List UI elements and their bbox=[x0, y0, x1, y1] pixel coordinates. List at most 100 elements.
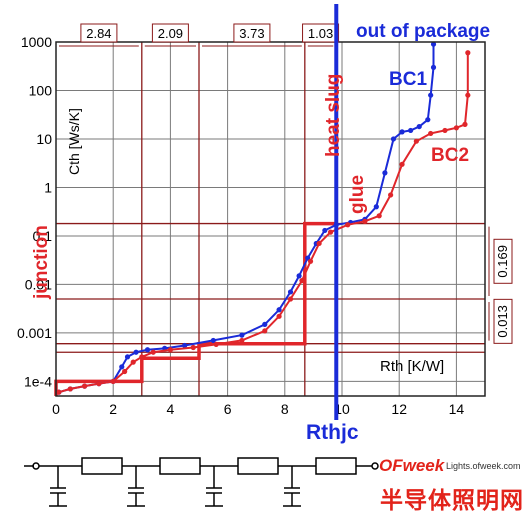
series-BC1-point bbox=[425, 117, 431, 123]
y-tick-label: 0.01 bbox=[25, 276, 52, 292]
x-axis-label: Rth [K/W] bbox=[380, 358, 444, 375]
series-BC1-point bbox=[287, 289, 294, 295]
series-BC1-point bbox=[296, 273, 302, 279]
segment-box-x bbox=[233, 23, 271, 43]
series-BC2-point bbox=[465, 50, 471, 56]
segment-label-boxes: 2.84 2.09 3.73 1.03 0.169 0.013 bbox=[59, 23, 513, 344]
segment-box-x bbox=[302, 23, 340, 43]
series-BC2-point bbox=[345, 222, 351, 228]
series-BC2-point bbox=[167, 347, 173, 353]
plot-frame bbox=[55, 41, 486, 397]
annotation-bc1: BC1 bbox=[389, 69, 427, 90]
series-BC1-point bbox=[430, 41, 437, 47]
series-BC2-point bbox=[453, 125, 459, 131]
annotation-glue: glue bbox=[347, 175, 368, 214]
series-BC1-point bbox=[239, 332, 245, 338]
series-BC2-point bbox=[213, 341, 219, 347]
x-tick-label: 14 bbox=[449, 401, 465, 417]
circuit-terminal bbox=[371, 462, 379, 470]
series-BC1-point bbox=[276, 307, 282, 313]
series-BC2-point bbox=[465, 92, 471, 98]
y-tick-label: 0.001 bbox=[17, 325, 52, 341]
series-BC2-point bbox=[130, 359, 136, 365]
x-tick-label: 8 bbox=[281, 401, 289, 417]
x-tick-label: 2 bbox=[109, 401, 117, 417]
segment-box-x bbox=[80, 23, 118, 43]
series-BC2-point bbox=[239, 337, 245, 344]
series-BC2-point bbox=[110, 378, 116, 385]
rthjc-label: Rthjc bbox=[306, 421, 359, 444]
series-BC2-point bbox=[96, 381, 102, 387]
segment-label-x: 3.73 bbox=[239, 26, 264, 41]
annotation-heat-slug: heat slug bbox=[323, 74, 344, 157]
series-BC1-point bbox=[428, 92, 434, 98]
series-BC2-point bbox=[388, 192, 394, 198]
y-tick-labels: 1e-4 0.001 0.01 0.1 1 10 100 1000 bbox=[17, 34, 52, 389]
series-BC2-point bbox=[287, 296, 294, 302]
watermark-brand: OFweek bbox=[379, 456, 445, 475]
segment-label-x: 2.09 bbox=[158, 26, 183, 41]
series-BC2-point bbox=[442, 127, 448, 134]
series-BC1-point bbox=[124, 354, 131, 360]
series-BC2-point bbox=[327, 229, 334, 235]
segment-label-y: 0.169 bbox=[495, 245, 510, 278]
series-BC2-point bbox=[307, 258, 314, 264]
y-tick-label: 1e-4 bbox=[24, 373, 52, 389]
series-BC2-point bbox=[399, 161, 405, 167]
series-BC1-point bbox=[399, 129, 405, 135]
watermark-cn-title: 半导体照明网 bbox=[380, 488, 524, 514]
series-BC1-point bbox=[408, 127, 414, 134]
series-BC1-point bbox=[416, 123, 422, 130]
segment-box-x bbox=[151, 23, 189, 43]
series-BC2-point bbox=[428, 130, 434, 137]
rc-ladder-circuit bbox=[24, 457, 379, 507]
series-BC2-point bbox=[56, 389, 62, 395]
annotation-out-of-package: out of package bbox=[356, 21, 490, 42]
series-BC2-point bbox=[82, 383, 88, 389]
series-BC2-point bbox=[139, 354, 145, 360]
segment-label-x: 1.03 bbox=[308, 26, 333, 41]
series-BC2-point bbox=[376, 213, 382, 219]
series-BC1-point bbox=[133, 349, 139, 355]
series-BC1-point bbox=[373, 204, 379, 210]
x-tick-label: 0 bbox=[52, 401, 60, 417]
series-BC2-point bbox=[276, 313, 282, 319]
series-BC1-point bbox=[182, 342, 188, 349]
x-tick-label: 6 bbox=[224, 401, 232, 417]
series-BC1-point bbox=[430, 64, 437, 70]
series-BC1-point bbox=[262, 321, 268, 327]
annotation-bc2: BC2 bbox=[431, 145, 469, 166]
x-tick-label: 12 bbox=[391, 401, 407, 417]
y-tick-label: 100 bbox=[29, 82, 53, 98]
y-tick-label: 1 bbox=[44, 179, 52, 195]
series-BC2-point bbox=[150, 349, 156, 355]
y-axis-label: Cth [Ws/K] bbox=[66, 108, 82, 175]
y-tick-label: 10 bbox=[36, 131, 52, 147]
series-BC2-point bbox=[67, 386, 73, 392]
annotation-junction: junction bbox=[31, 225, 52, 300]
series-BC1-point bbox=[144, 347, 151, 353]
series-BC2-point bbox=[190, 344, 196, 351]
series-BC2-point bbox=[262, 328, 268, 334]
series-BC1-point bbox=[322, 227, 328, 234]
series-BC2-point bbox=[122, 368, 128, 375]
series-BC2-point bbox=[299, 277, 305, 284]
series-BC1-point bbox=[210, 337, 216, 344]
y-tick-label: 0.1 bbox=[33, 228, 53, 244]
series-BC2-point bbox=[413, 138, 419, 144]
series-BC1-point bbox=[382, 170, 388, 176]
watermark-site: Lights.ofweek.com bbox=[446, 461, 521, 471]
segment-label-y: 0.013 bbox=[495, 305, 510, 338]
series-BC2-point bbox=[362, 218, 368, 224]
series-BC2-point bbox=[462, 121, 468, 127]
segment-label-x: 2.84 bbox=[86, 26, 111, 41]
segment-box-y bbox=[493, 238, 513, 284]
grid bbox=[55, 41, 485, 396]
series-BC2-point bbox=[316, 240, 322, 247]
series-BC1-point bbox=[119, 364, 125, 370]
data-series bbox=[56, 41, 471, 395]
series-BC1-point bbox=[390, 136, 397, 142]
segment-box-y bbox=[493, 298, 513, 344]
